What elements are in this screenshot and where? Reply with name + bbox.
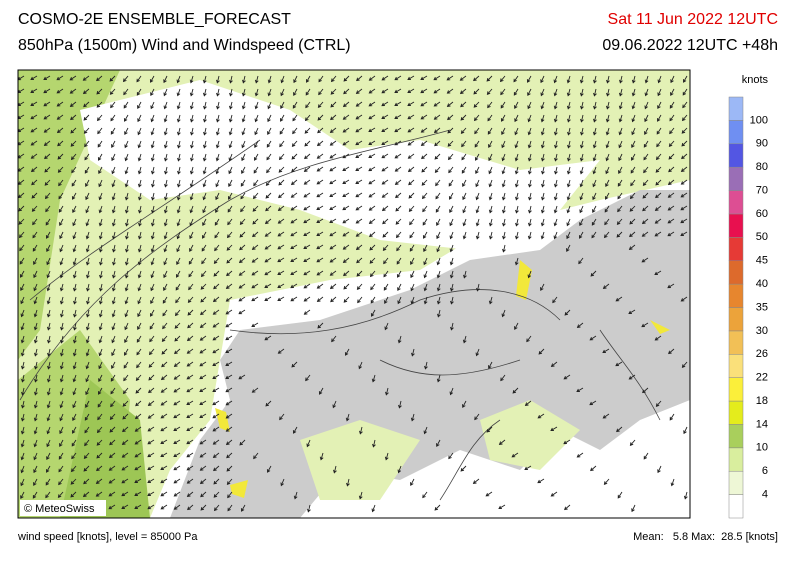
legend-swatch: [728, 307, 744, 332]
legend-swatch: [728, 120, 744, 145]
legend-label: 50: [756, 231, 768, 243]
legend-label: 22: [756, 372, 768, 384]
legend-swatch: [728, 470, 744, 495]
legend-swatch: [728, 143, 744, 168]
legend-label: 80: [756, 161, 768, 173]
legend-swatch: [728, 190, 744, 215]
legend-swatch: [728, 447, 744, 472]
legend-label: 60: [756, 208, 768, 220]
map-frame: [17, 69, 691, 519]
legend-label: 100: [750, 114, 768, 126]
legend-label: 10: [756, 442, 768, 454]
footer-stats: Mean: 5.8 Max: 28.5 [knots]: [633, 531, 778, 543]
legend-label: 40: [756, 278, 768, 290]
valid-time: Sat 11 Jun 2022 12UTC: [608, 11, 778, 28]
borders-and-lakes: [19, 129, 661, 501]
legend-swatch: [728, 424, 744, 449]
legend-swatch: [728, 354, 744, 378]
legend-label: 45: [756, 255, 768, 267]
legend-swatch: [728, 330, 744, 355]
wind-area: [300, 400, 580, 500]
legend-label: 18: [756, 395, 768, 407]
legend-label: 90: [756, 138, 768, 150]
terrain-area: [170, 190, 690, 518]
legend-swatch: [728, 283, 744, 308]
legend-label: 4: [762, 489, 768, 501]
credit: © MeteoSwiss: [24, 503, 95, 515]
map: [18, 70, 690, 518]
legend: knots 4 6 10 14 18 22 26 30 35 40 45 50 60 70 80 90 100: [728, 74, 769, 519]
legend-swatch: [728, 237, 744, 261]
legend-label: 26: [756, 348, 768, 360]
legend-swatch: [728, 494, 744, 519]
legend-unit: knots: [742, 74, 769, 86]
run-time: 09.06.2022 12UTC +48h: [602, 37, 778, 54]
footer-description: wind speed [knots], level = 85000 Pa: [17, 531, 198, 543]
legend-swatch: [728, 377, 744, 402]
legend-label: 14: [756, 418, 768, 430]
legend-swatch: [728, 166, 744, 191]
legend-swatch: [728, 213, 744, 238]
wind-arrows: [18, 75, 688, 513]
credit-box: [20, 500, 106, 516]
legend-label: 30: [756, 325, 768, 337]
legend-label: 35: [756, 301, 768, 313]
legend-swatch: [728, 400, 744, 425]
calm-area: [80, 80, 600, 250]
legend-label: 70: [756, 184, 768, 196]
legend-swatch: [728, 260, 744, 285]
legend-label: 6: [762, 465, 768, 477]
legend-swatch: [728, 96, 744, 121]
title: COSMO-2E ENSEMBLE_FORECAST: [18, 11, 291, 28]
subtitle: 850hPa (1500m) Wind and Windspeed (CTRL): [18, 37, 351, 54]
